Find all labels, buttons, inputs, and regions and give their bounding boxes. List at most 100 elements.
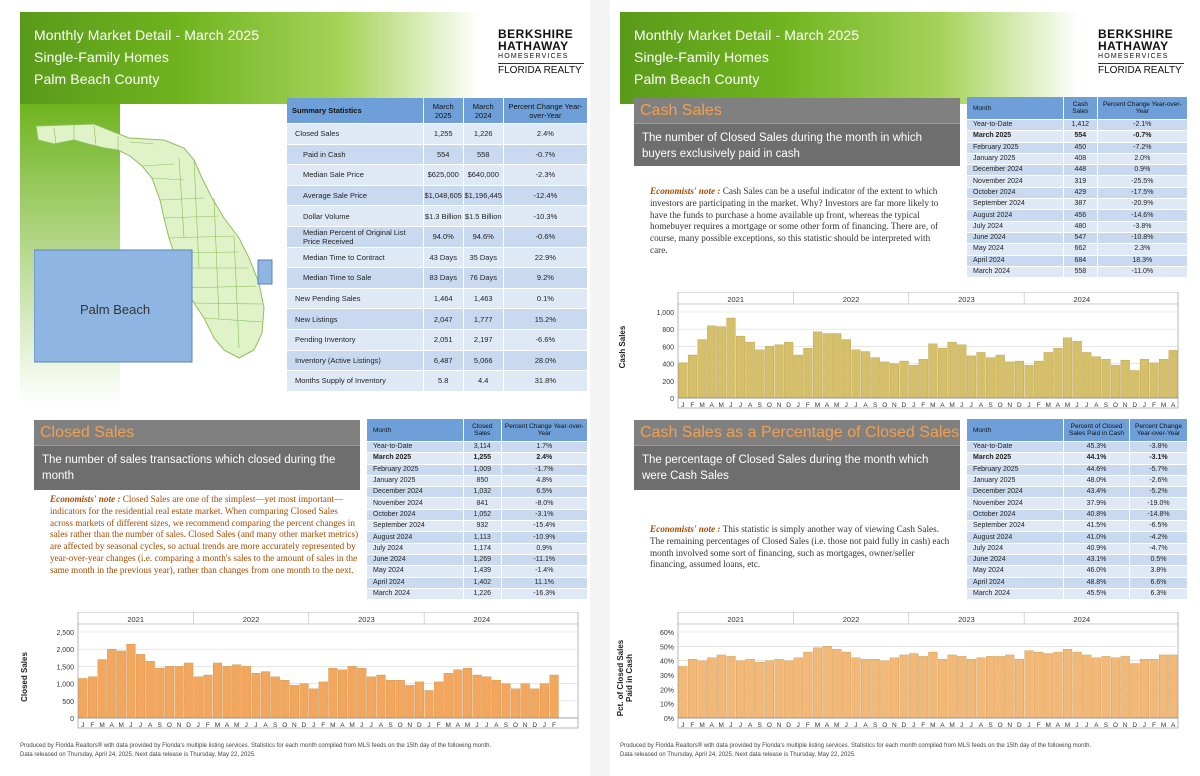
chart-bar <box>1062 649 1073 719</box>
chart-bar <box>1072 651 1082 719</box>
month-tick-label: N <box>777 402 782 409</box>
table-row: June 2024 1,269 -11.1% <box>367 554 587 566</box>
change-cell: -4.2% <box>1129 532 1187 543</box>
month-tick-label: J <box>1027 722 1030 729</box>
value-cell: 1,255 <box>464 453 501 464</box>
table-row: Year-to-Date 1,412 -2.1% <box>967 120 1187 131</box>
chart-bar <box>793 354 803 399</box>
month-tick-label: F <box>921 402 925 409</box>
chart-bar <box>1043 352 1053 399</box>
year-label: 2021 <box>727 615 744 624</box>
change-cell: -14.6% <box>1097 210 1187 221</box>
chart-bar <box>928 343 938 399</box>
chart-bar <box>424 690 434 719</box>
table-row: March 2024 45.5% 6.3% <box>967 588 1187 600</box>
summary-row: Median Percent of Original List Price Re… <box>287 226 587 247</box>
section-title: Cash Sales <box>634 98 960 124</box>
month-tick-label: J <box>197 722 200 729</box>
month-tick-label: A <box>109 722 114 729</box>
month-cell: December 2024 <box>967 487 1063 498</box>
chart-bar <box>366 676 376 719</box>
month-cell: Year-to-Date <box>967 442 1063 453</box>
table-row: January 2025 408 2.0% <box>967 153 1187 165</box>
table-row: April 2024 684 18.3% <box>967 255 1187 266</box>
month-tick-label: A <box>709 402 714 409</box>
chart-bar <box>832 649 842 719</box>
month-cell: March 2024 <box>367 588 463 600</box>
chart-bar <box>472 674 482 719</box>
value-cell: 450 <box>1064 142 1097 153</box>
month-tick-label: O <box>767 402 772 409</box>
summary-value: 28.0% <box>503 350 587 371</box>
chart-bar <box>995 354 1005 399</box>
summary-value: -6.6% <box>503 329 587 350</box>
chart-bar <box>318 681 328 719</box>
month-tick-label: A <box>456 722 461 729</box>
chart-bar <box>803 651 813 719</box>
month-tick-label: N <box>1007 722 1012 729</box>
chart-bar <box>405 685 415 719</box>
left-page: Monthly Market Detail - March 2025 Singl… <box>0 0 590 776</box>
month-tick-label: N <box>1123 402 1128 409</box>
summary-value: 83 Days <box>423 268 463 288</box>
year-label: 2022 <box>843 615 860 624</box>
section-subtitle: The number of sales transactions which c… <box>42 454 336 482</box>
month-cell: August 2024 <box>967 532 1063 543</box>
value-cell: 554 <box>1064 131 1097 142</box>
month-cell: March 2024 <box>967 588 1063 600</box>
logo-line: BERKSHIRE <box>1098 27 1174 41</box>
month-tick-label: J <box>681 402 684 409</box>
column-header: Percent of Closed Sales Paid in Cash <box>1064 419 1129 441</box>
chart-bar <box>434 681 444 719</box>
report-heading: Monthly Market Detail - March 2025 Singl… <box>634 24 859 90</box>
value-cell: 43.4% <box>1064 487 1129 498</box>
value-cell: 41.0% <box>1064 532 1129 543</box>
month-tick-label: J <box>1143 722 1146 729</box>
report-title: Monthly Market Detail - March 2025 <box>634 27 860 43</box>
month-tick-label: F <box>437 722 441 729</box>
chart-bar <box>861 659 871 719</box>
value-cell: 1,226 <box>464 588 501 600</box>
month-tick-label: S <box>504 722 509 729</box>
chart-bar <box>1149 659 1159 719</box>
month-tick-label: F <box>90 722 94 729</box>
change-cell: 6.3% <box>1129 588 1187 600</box>
chart-bar <box>851 657 861 719</box>
month-cell: January 2025 <box>367 475 463 487</box>
month-tick-label: M <box>815 722 820 729</box>
summary-value: 43 Days <box>423 247 463 268</box>
logo-line: BERKSHIRE <box>498 27 574 41</box>
chart-bar <box>241 666 251 719</box>
value-cell: 46.0% <box>1064 566 1129 577</box>
table-row: May 2024 1,439 -1.4% <box>367 566 587 577</box>
summary-label: Median Time to Sale <box>287 268 423 288</box>
month-cell: June 2024 <box>967 232 1063 244</box>
chart-bar <box>414 681 425 719</box>
year-label: 2021 <box>727 295 744 304</box>
month-tick-label: F <box>806 722 810 729</box>
month-tick-label: S <box>988 402 993 409</box>
chart-bar <box>1159 359 1169 399</box>
chart-bar <box>164 666 175 719</box>
summary-row: Average Sale Price $1,048,605 $1,196,445 -1… <box>287 185 587 206</box>
summary-value: 31.8% <box>503 371 587 391</box>
month-tick-label: J <box>729 722 732 729</box>
table-row: Year-to-Date 45.3% -3.8% <box>967 442 1187 453</box>
column-header: Percent Change Year-over-Year <box>1129 419 1187 441</box>
month-tick-label: M <box>949 402 954 409</box>
month-tick-label: F <box>552 722 556 729</box>
month-tick-label: A <box>1056 402 1061 409</box>
change-cell: -0.7% <box>1097 131 1187 142</box>
month-tick-label: D <box>532 722 537 729</box>
summary-value: $1,196,445 <box>463 185 503 206</box>
month-tick-label: M <box>1161 722 1166 729</box>
month-tick-label: J <box>681 722 684 729</box>
chart-bar <box>501 683 511 719</box>
month-tick-label: D <box>1132 402 1137 409</box>
month-tick-label: F <box>321 722 325 729</box>
logo-line: FLORIDA REALTY <box>498 63 584 78</box>
change-cell: -1.7% <box>501 464 587 475</box>
month-tick-label: S <box>388 722 393 729</box>
month-tick-label: J <box>912 402 915 409</box>
report-title: Monthly Market Detail - March 2025 <box>34 27 260 43</box>
